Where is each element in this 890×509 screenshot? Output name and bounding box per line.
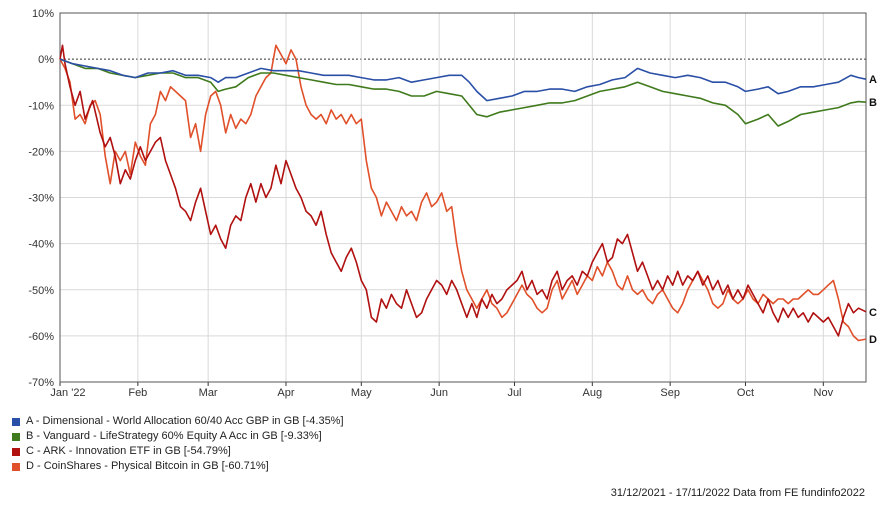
line-chart: 10% 0% -10% -20% -30% -40% -50% -60% -70%Jan '22…: [28, 8, 877, 399]
legend-label-b: B - Vanguard - LifeStrategy 60% Equity A…: [26, 430, 322, 442]
series-line-b: [59, 58, 867, 127]
y-tick-label: -20%: [28, 146, 54, 158]
y-tick-label: 0%: [38, 54, 54, 66]
x-tick-label: Feb: [128, 387, 147, 399]
data-source-footer: 31/12/2021 - 17/11/2022 Data from FE fun…: [610, 487, 865, 499]
legend-item-b: B - Vanguard - LifeStrategy 60% Equity A…: [12, 429, 344, 444]
legend-item-d: D - CoinShares - Physical Bitcoin in GB …: [12, 459, 344, 474]
series-line-c: [59, 44, 867, 337]
legend-swatch-c: [12, 447, 20, 456]
y-tick-label: -60%: [28, 331, 54, 343]
grid-lines: [59, 12, 866, 383]
y-tick-label: 10%: [32, 8, 54, 20]
series-line-d: [59, 44, 867, 342]
x-tick-label: Jun: [430, 387, 448, 399]
legend-swatch-b: [12, 432, 20, 441]
x-tick-label: Aug: [583, 387, 603, 399]
legend: A - Dimensional - World Allocation 60/40…: [12, 414, 344, 474]
series-layer: [59, 44, 867, 342]
legend-item-a: A - Dimensional - World Allocation 60/40…: [12, 414, 344, 429]
end-labels: AB C D: [869, 74, 877, 346]
plot-frame: [59, 12, 867, 383]
x-tick-label: Jul: [507, 387, 521, 399]
legend-swatch-a: [12, 417, 20, 426]
axes: 10% 0% -10% -20% -30% -40% -50% -60% -70%Jan '22…: [28, 8, 867, 399]
y-tick-label: -70%: [28, 377, 54, 389]
legend-item-c: C - ARK - Innovation ETF in GB [-54.79%]: [12, 444, 344, 459]
legend-label-d: D - CoinShares - Physical Bitcoin in GB …: [26, 460, 269, 472]
end-label-c: C: [869, 307, 877, 319]
y-tick-label: -50%: [28, 285, 54, 297]
x-tick-label: Apr: [277, 387, 294, 399]
end-label-a: A: [869, 74, 877, 86]
legend-swatch-d: [12, 462, 20, 471]
y-tick-label: -10%: [28, 100, 54, 112]
legend-label-c: C - ARK - Innovation ETF in GB [-54.79%]: [26, 445, 231, 457]
series-line-a: [59, 58, 867, 102]
x-tick-label: Sep: [660, 387, 680, 399]
x-tick-label: Jan '22: [50, 387, 85, 399]
x-tick-label: Oct: [737, 387, 754, 399]
x-tick-label: Nov: [814, 387, 834, 399]
y-tick-label: -30%: [28, 193, 54, 205]
x-tick-label: Mar: [199, 387, 218, 399]
legend-label-a: A - Dimensional - World Allocation 60/40…: [26, 415, 344, 427]
x-tick-label: May: [351, 387, 372, 399]
end-label-b: B: [869, 97, 877, 109]
y-tick-label: -40%: [28, 239, 54, 251]
end-label-d: D: [869, 334, 877, 346]
